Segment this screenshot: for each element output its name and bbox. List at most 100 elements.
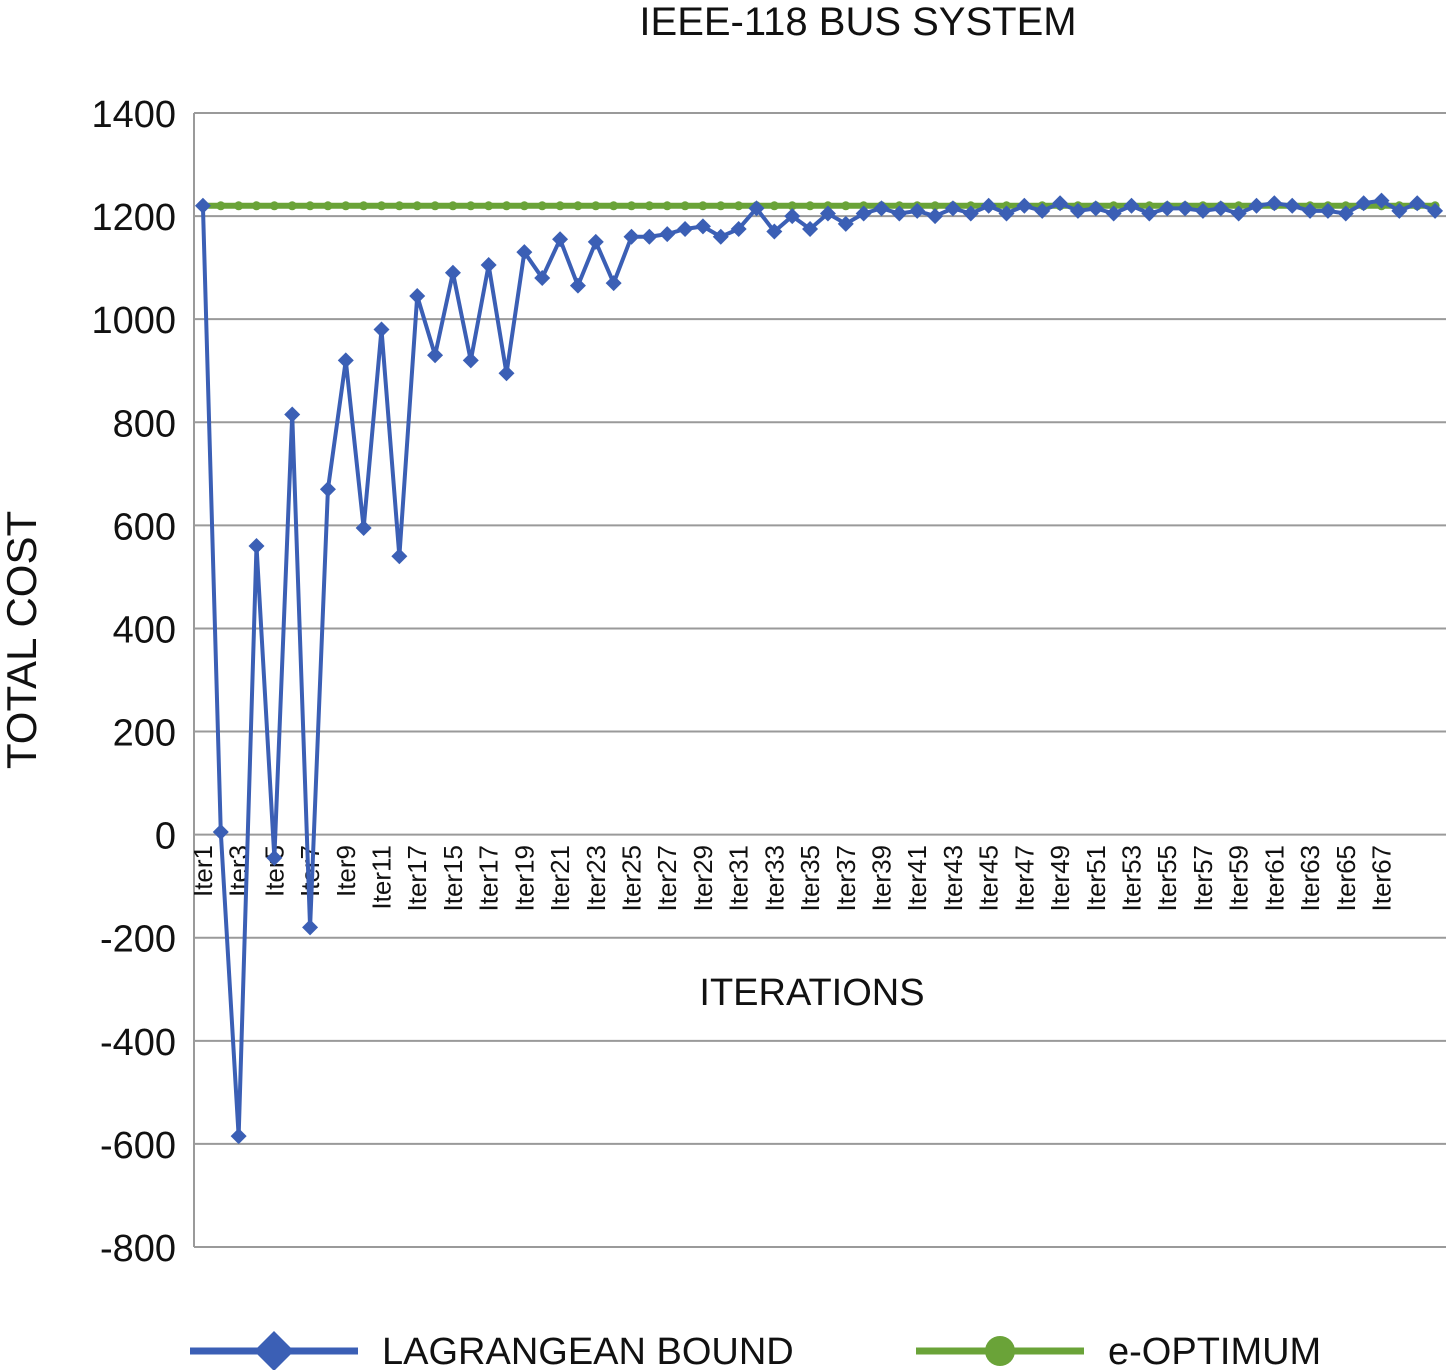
point-e-optimum bbox=[662, 201, 672, 211]
point-lagrangean-bound bbox=[802, 220, 819, 237]
point-lagrangean-bound bbox=[837, 215, 854, 232]
x-tick-label: Iter43 bbox=[938, 845, 968, 912]
point-e-optimum bbox=[787, 201, 797, 211]
point-lagrangean-bound bbox=[194, 197, 211, 214]
point-lagrangean-bound bbox=[677, 220, 694, 237]
legend: LAGRANGEAN BOUND e-OPTIMUM bbox=[190, 1331, 1321, 1370]
point-lagrangean-bound bbox=[355, 519, 372, 536]
x-tick-label: Iter45 bbox=[974, 845, 1004, 912]
x-tick-label: Iter23 bbox=[581, 845, 611, 912]
x-tick-label: Iter31 bbox=[724, 845, 754, 912]
gridlines bbox=[193, 112, 1446, 1248]
point-lagrangean-bound bbox=[1159, 200, 1176, 217]
x-tick-label: Iter41 bbox=[902, 845, 932, 912]
point-e-optimum bbox=[412, 201, 422, 211]
point-e-optimum bbox=[430, 201, 440, 211]
x-tick-label: Iter53 bbox=[1117, 845, 1147, 912]
point-e-optimum bbox=[216, 201, 226, 211]
legend-item-lagrangean-bound: LAGRANGEAN BOUND bbox=[190, 1331, 794, 1370]
y-tick-label: -800 bbox=[100, 1228, 176, 1270]
y-tick-label: -200 bbox=[100, 919, 176, 961]
x-tick-label: Iter27 bbox=[652, 845, 682, 912]
point-lagrangean-bound bbox=[873, 200, 890, 217]
point-e-optimum bbox=[769, 201, 779, 211]
point-e-optimum bbox=[573, 201, 583, 211]
x-tick-labels: Iter1 Iter3 Iter5 Iter7 Iter9 Iter11 Iter17 Ite… bbox=[188, 845, 1397, 912]
legend-label-e-optimum: e-OPTIMUM bbox=[1108, 1331, 1321, 1370]
point-lagrangean-bound bbox=[552, 231, 569, 248]
point-lagrangean-bound bbox=[909, 202, 926, 219]
point-lagrangean-bound bbox=[1177, 200, 1194, 217]
point-lagrangean-bound bbox=[337, 352, 354, 369]
point-e-optimum bbox=[627, 201, 636, 211]
x-tick-label: Iter17 bbox=[474, 845, 504, 912]
point-lagrangean-bound bbox=[391, 548, 408, 565]
y-tick-label: 600 bbox=[113, 506, 176, 548]
point-lagrangean-bound bbox=[1266, 195, 1283, 212]
point-e-optimum bbox=[448, 201, 458, 211]
point-lagrangean-bound bbox=[766, 223, 783, 240]
point-lagrangean-bound bbox=[462, 352, 479, 369]
point-lagrangean-bound bbox=[1069, 202, 1086, 219]
x-tick-label: Iter61 bbox=[1259, 845, 1289, 912]
point-e-optimum bbox=[555, 201, 565, 211]
point-lagrangean-bound bbox=[587, 233, 604, 250]
point-lagrangean-bound bbox=[605, 275, 622, 292]
x-tick-label: Iter39 bbox=[867, 845, 897, 912]
point-e-optimum bbox=[805, 201, 815, 211]
y-tick-label: 1000 bbox=[91, 300, 176, 342]
point-lagrangean-bound bbox=[319, 481, 336, 498]
y-tick-label: -600 bbox=[100, 1125, 176, 1167]
point-lagrangean-bound bbox=[855, 205, 872, 222]
legend-diamond-icon bbox=[254, 1331, 294, 1370]
point-e-optimum bbox=[734, 201, 744, 211]
x-tick-label: Iter33 bbox=[759, 845, 789, 912]
point-e-optimum bbox=[234, 201, 244, 211]
legend-item-e-optimum: e-OPTIMUM bbox=[916, 1331, 1321, 1370]
point-lagrangean-bound bbox=[1105, 205, 1122, 222]
series-layer bbox=[194, 192, 1444, 1145]
y-tick-label: 0 bbox=[155, 816, 176, 858]
point-lagrangean-bound bbox=[980, 197, 997, 214]
x-tick-label: Iter15 bbox=[438, 845, 468, 912]
point-lagrangean-bound bbox=[302, 919, 319, 936]
point-e-optimum bbox=[644, 201, 654, 211]
x-tick-label: Iter65 bbox=[1331, 845, 1361, 912]
point-lagrangean-bound bbox=[1284, 197, 1301, 214]
point-lagrangean-bound bbox=[212, 824, 229, 841]
point-lagrangean-bound bbox=[284, 406, 301, 423]
point-e-optimum bbox=[841, 201, 851, 211]
point-e-optimum bbox=[377, 201, 386, 211]
point-lagrangean-bound bbox=[1409, 195, 1426, 212]
point-e-optimum bbox=[269, 201, 279, 211]
point-lagrangean-bound bbox=[427, 347, 444, 364]
point-lagrangean-bound bbox=[1302, 202, 1319, 219]
point-lagrangean-bound bbox=[1248, 197, 1265, 214]
x-tick-label: Iter19 bbox=[509, 845, 539, 912]
x-tick-label: Iter37 bbox=[831, 845, 861, 912]
y-tick-labels: 1400 1200 1000 800 600 400 200 0 -200 -400 -600 -80… bbox=[91, 94, 176, 1270]
point-lagrangean-bound bbox=[1337, 205, 1354, 222]
point-e-optimum bbox=[537, 201, 547, 211]
point-lagrangean-bound bbox=[944, 200, 961, 217]
x-tick-label: Iter51 bbox=[1081, 845, 1111, 912]
point-lagrangean-bound bbox=[373, 321, 390, 338]
x-tick-label: Iter25 bbox=[617, 845, 647, 912]
point-lagrangean-bound bbox=[1034, 202, 1051, 219]
point-e-optimum bbox=[466, 201, 476, 211]
y-tick-label: 800 bbox=[113, 403, 176, 445]
point-e-optimum bbox=[305, 201, 315, 211]
x-tick-label: Iter21 bbox=[545, 845, 575, 912]
point-lagrangean-bound bbox=[659, 226, 676, 243]
legend-circle-icon bbox=[985, 1336, 1015, 1366]
point-lagrangean-bound bbox=[266, 849, 283, 866]
point-lagrangean-bound bbox=[444, 264, 461, 281]
point-e-optimum bbox=[341, 201, 351, 211]
x-tick-label: Iter17 bbox=[402, 845, 432, 912]
point-lagrangean-bound bbox=[480, 257, 497, 274]
point-e-optimum bbox=[502, 201, 511, 211]
point-lagrangean-bound bbox=[1141, 205, 1158, 222]
point-lagrangean-bound bbox=[1212, 200, 1229, 217]
point-e-optimum bbox=[930, 201, 940, 211]
